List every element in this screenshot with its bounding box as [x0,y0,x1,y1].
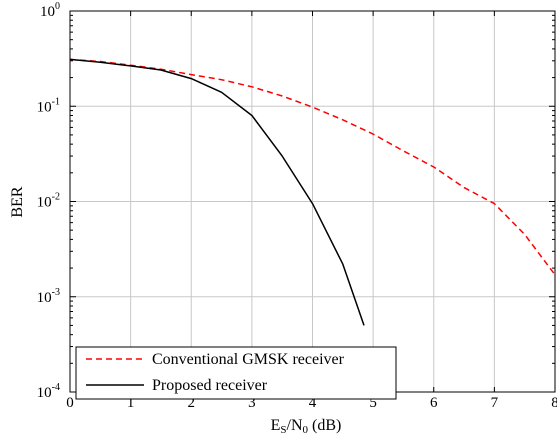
y-tick-label-base: 10 [37,99,52,115]
legend: Conventional GMSK receiver Proposed rece… [75,346,397,400]
y-tick-label-exp: -1 [52,96,60,107]
x-tick-label: 1 [127,395,135,411]
x-axis-title: ES/N0 (dB) [271,417,342,436]
y-tick-label: 10-3 [37,287,60,306]
x-axis-title-sep: /N [287,417,303,434]
y-tick-label-exp: 0 [55,1,60,12]
x-tick-label: 8 [551,395,557,411]
legend-box [75,346,397,400]
y-tick-label: 10-2 [37,192,60,211]
y-tick-label-base: 10 [37,195,52,211]
ticks [69,10,556,393]
x-tick-label: 5 [369,395,377,411]
x-axis-title-unit: (dB) [308,417,341,434]
y-tick-label-exp: -3 [52,287,60,298]
x-axis-title-sub-s: S [280,424,286,436]
y-axis-title: BER [9,186,26,217]
legend-label-proposed: Proposed receiver [152,377,268,394]
x-axis-title-sub-0: 0 [303,424,309,436]
y-tick-label: 100 [40,1,60,20]
series-line-proposed [69,58,365,326]
x-tick-labels: 0 1 2 3 4 5 6 7 8 [66,395,557,411]
y-tick-label-exp: -2 [52,192,60,203]
x-tick-label: 3 [248,395,256,411]
x-tick-label: 6 [430,395,438,411]
y-tick-label: 10-4 [37,382,60,401]
y-tick-label-base: 10 [37,290,52,306]
y-tick-label-base: 10 [37,385,52,401]
series-layer [69,58,556,326]
y-tick-label-base: 10 [40,4,55,20]
legend-label-conventional: Conventional GMSK receiver [152,351,345,368]
x-tick-label: 2 [188,395,196,411]
y-tick-label-exp: -4 [52,382,60,393]
x-axis-title-e: E [271,417,281,434]
series-line-conventional [69,58,556,276]
y-tick-label: 10-1 [37,96,60,115]
x-tick-label: 7 [491,395,499,411]
x-tick-label: 4 [309,395,317,411]
x-tick-label: 0 [66,395,74,411]
